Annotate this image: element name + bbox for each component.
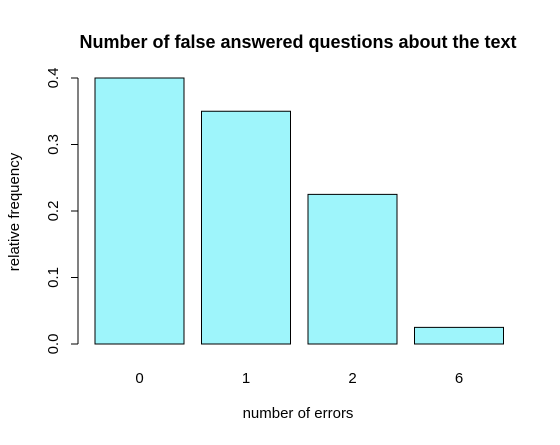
- y-axis: 0.0 0.1 0.2 0.3 0.4: [45, 68, 79, 355]
- bar-1: [201, 110, 291, 345]
- y-tick-label: 0.4: [45, 68, 62, 89]
- x-tick-label: 2: [348, 370, 356, 387]
- y-tick-label: 0.2: [45, 201, 62, 222]
- x-axis-label: number of errors: [243, 405, 354, 422]
- y-tick-label: 0.0: [45, 334, 62, 355]
- x-tick-label: 1: [242, 370, 250, 387]
- y-tick-label: 0.1: [45, 267, 62, 288]
- bar-0: [94, 77, 185, 345]
- x-tick-label: 0: [135, 370, 143, 387]
- y-axis-label: relative frequency: [6, 152, 23, 271]
- x-tick-label: 6: [455, 370, 463, 387]
- bars: [94, 77, 504, 345]
- bar-2: [307, 193, 398, 345]
- chart-title: Number of false answered questions about…: [79, 32, 516, 52]
- y-tick-label: 0.3: [45, 134, 62, 155]
- x-axis-ticks: 0 1 2 6: [135, 370, 463, 387]
- bar-6: [414, 326, 504, 345]
